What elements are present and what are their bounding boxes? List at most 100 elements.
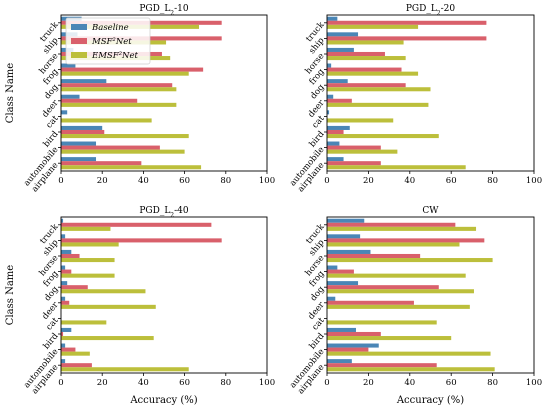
bar-bird-2 — [327, 134, 439, 139]
bar-automobile-1 — [61, 145, 160, 150]
bar-frog-0 — [61, 265, 66, 270]
bar-truck-0 — [61, 218, 64, 223]
x-tick-label: 100 — [526, 176, 542, 186]
legend-entry-2: EMSF²Net — [91, 51, 139, 61]
x-axis-label: Accuracy (%) — [396, 395, 464, 406]
bar-deer-0 — [327, 296, 336, 301]
bar-dog-2 — [61, 87, 177, 92]
legend-entry-0: Baseline — [91, 23, 129, 33]
bar-frog-2 — [327, 273, 466, 278]
legend-swatch-1 — [71, 38, 87, 44]
legend-entry-1: MSF²Net — [91, 37, 132, 47]
x-tick-label: 80 — [487, 378, 498, 388]
bar-deer-1 — [327, 300, 414, 305]
bar-ship-0 — [327, 234, 361, 239]
bar-bird-0 — [61, 327, 72, 332]
bar-dog-0 — [327, 79, 348, 84]
bar-horse-1 — [61, 253, 80, 259]
bar-horse-1 — [327, 51, 385, 57]
bar-bird-2 — [61, 336, 154, 341]
bar-dog-0 — [61, 281, 68, 286]
panel-title: CW — [422, 206, 439, 216]
axes-frame — [326, 216, 535, 374]
bar-bird-0 — [327, 125, 350, 130]
bar-deer-1 — [327, 98, 352, 103]
panel-title-sub: 2 — [437, 10, 441, 17]
bar-frog-0 — [327, 63, 332, 68]
x-tick-label: 20 — [363, 378, 374, 388]
bar-frog-0 — [61, 63, 76, 68]
panel-title-sub: 2 — [170, 212, 174, 219]
y-axis-label: Class Name — [5, 63, 16, 123]
panel-title: PGD_L2-40 — [139, 206, 189, 219]
x-tick-label: 40 — [138, 378, 149, 388]
bar-airplane-2 — [61, 367, 189, 372]
panel-title-main: CW — [422, 206, 439, 216]
x-tick-label: 0 — [58, 176, 63, 186]
panel-title-main: PGD_L — [406, 4, 437, 14]
bar-truck-1 — [327, 222, 456, 227]
bar-automobile-0 — [61, 343, 66, 348]
bar-horse-2 — [327, 258, 493, 263]
bar-frog-2 — [61, 71, 189, 76]
panel-title-main: PGD_L — [139, 4, 170, 14]
axes-frame — [60, 14, 268, 172]
bar-frog-0 — [327, 265, 338, 270]
panel-2: PGD_L2-20airplaneautomobilebirdcatdeerdo… — [288, 4, 542, 194]
bar-airplane-0 — [327, 359, 352, 364]
bar-bird-1 — [327, 331, 381, 337]
bar-deer-1 — [61, 98, 138, 103]
bar-automobile-2 — [61, 149, 185, 154]
bar-airplane-2 — [61, 165, 202, 170]
bar-dog-0 — [327, 281, 359, 286]
bar-truck-1 — [327, 20, 487, 25]
x-tick-label: 60 — [446, 176, 457, 186]
bar-bird-0 — [61, 125, 103, 130]
bar-bird-2 — [327, 336, 452, 341]
legend: Baseline MSF²Net EMSF²Net — [65, 17, 151, 65]
bar-ship-0 — [327, 32, 359, 37]
bar-airplane-0 — [61, 157, 97, 162]
bar-deer-2 — [327, 102, 429, 107]
panel-title-main: PGD_L — [139, 206, 170, 216]
x-tick-label: 80 — [220, 378, 231, 388]
bar-automobile-1 — [327, 347, 369, 352]
x-tick-label: 100 — [259, 378, 275, 388]
bar-automobile-1 — [61, 347, 76, 352]
bar-automobile-1 — [327, 145, 381, 150]
bar-deer-1 — [61, 300, 70, 305]
legend-swatch-0 — [71, 24, 87, 30]
bar-bird-1 — [61, 129, 105, 135]
bar-dog-1 — [61, 83, 173, 88]
bar-frog-1 — [327, 67, 402, 72]
bar-airplane-0 — [327, 157, 344, 162]
bar-cat-2 — [327, 320, 437, 325]
bar-horse-0 — [327, 249, 371, 254]
x-tick-label: 60 — [179, 378, 190, 388]
bar-cat-2 — [61, 118, 152, 123]
bar-dog-1 — [61, 285, 88, 290]
bar-ship-1 — [327, 36, 487, 41]
x-tick-label: 80 — [487, 176, 498, 186]
bar-truck-0 — [327, 16, 338, 21]
bar-bird-0 — [327, 327, 356, 332]
x-tick-label: 0 — [324, 176, 329, 186]
y-axis-label: Class Name — [5, 265, 16, 325]
x-tick-label: 60 — [179, 176, 190, 186]
bar-automobile-0 — [61, 141, 97, 146]
bar-horse-2 — [327, 56, 406, 61]
bar-horse-0 — [327, 47, 354, 52]
x-tick-label: 40 — [404, 176, 415, 186]
bar-automobile-0 — [327, 141, 340, 146]
bar-horse-1 — [327, 253, 421, 259]
panel-title-sub: 2 — [170, 10, 174, 17]
bar-frog-2 — [61, 273, 115, 278]
x-tick-label: 40 — [138, 176, 149, 186]
bar-automobile-2 — [327, 351, 491, 356]
bar-dog-2 — [327, 87, 431, 92]
x-axis-label: Accuracy (%) — [129, 395, 197, 406]
bar-cat-2 — [327, 118, 394, 123]
panel-title-suffix: -10 — [174, 4, 189, 14]
bar-automobile-2 — [327, 149, 398, 154]
bar-cat-0 — [61, 110, 68, 115]
